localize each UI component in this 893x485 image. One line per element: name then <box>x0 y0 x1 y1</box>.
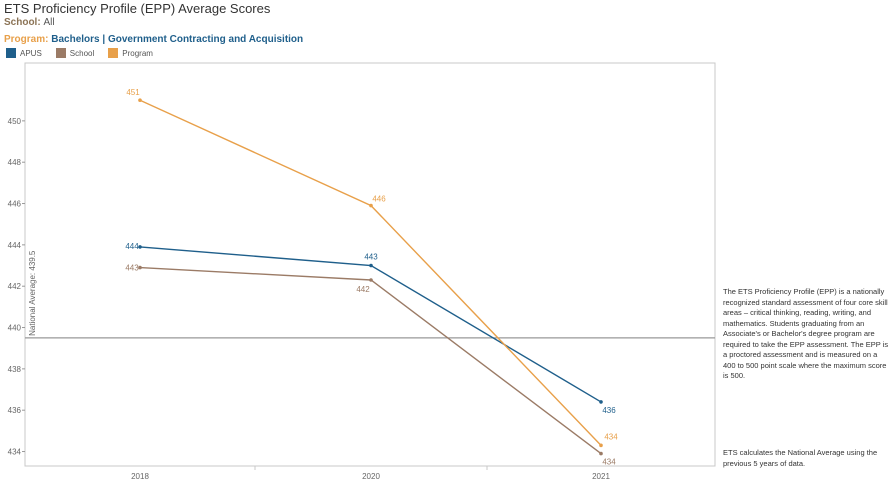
data-label-school: 442 <box>356 285 370 294</box>
y-tick-label: 444 <box>8 241 22 250</box>
data-point-apus <box>369 263 373 268</box>
data-point-school <box>369 278 373 282</box>
data-point-school <box>138 265 142 270</box>
y-tick-label: 440 <box>8 324 22 333</box>
legend-swatch-school <box>55 48 66 58</box>
y-tick-label: 438 <box>8 365 22 374</box>
legend-swatch-apus <box>6 48 16 58</box>
y-tick-label: 436 <box>8 406 22 415</box>
y-tick-label: 434 <box>8 448 22 457</box>
data-label-program: 451 <box>126 88 140 97</box>
legend-label-apus: APUS <box>20 48 42 58</box>
national-average-note: ETS calculates the National Average usin… <box>723 448 878 468</box>
legend-swatch-program <box>108 48 119 58</box>
page-title: ETS Proficiency Profile (EPP) Average Sc… <box>4 1 271 16</box>
program-filter-label: Program: <box>4 34 49 45</box>
data-label-program: 446 <box>372 195 386 204</box>
legend-item-program[interactable]: Program <box>108 48 153 58</box>
school-filter-value: All <box>43 17 55 28</box>
data-point-apus <box>599 400 603 404</box>
y-tick-label: 442 <box>8 282 22 291</box>
series-line-program <box>139 99 602 446</box>
data-label-apus: 443 <box>364 253 378 262</box>
epp-description: The ETS Proficiency Profile (EPP) is a n… <box>723 287 889 380</box>
plot-area-border <box>24 62 716 467</box>
series-line-apus <box>139 246 602 403</box>
chart-series <box>138 98 603 456</box>
legend-item-apus[interactable]: APUS <box>6 48 42 58</box>
data-label-school: 443 <box>125 264 139 273</box>
legend-label-school: School <box>69 48 95 58</box>
data-label-program: 434 <box>604 432 618 441</box>
x-tick-label: 2018 <box>131 472 149 481</box>
data-point-apus <box>138 245 142 249</box>
school-filter[interactable]: School: All <box>4 17 55 28</box>
x-tick-label: 2020 <box>362 472 380 481</box>
data-point-school <box>599 451 603 456</box>
data-point-program <box>369 203 373 208</box>
y-tick-label: 446 <box>8 200 22 209</box>
x-tick-label: 2021 <box>592 472 610 481</box>
national-average-line: National Average: 439.5 <box>25 250 715 339</box>
data-label-school: 434 <box>602 458 616 467</box>
chart-data-labels: 444 443 436 443 442 434 451 446 434 <box>125 88 618 466</box>
school-filter-label: School: <box>4 17 41 28</box>
legend-item-school[interactable]: School <box>55 48 95 58</box>
chart-axes: 434 436 438 440 442 444 446 448 450 2018 2020 2021 <box>8 62 716 481</box>
program-filter[interactable]: Program: Bachelors | Government Contract… <box>4 34 303 45</box>
chart-legend: APUS School Program <box>6 48 167 58</box>
data-label-apus: 444 <box>125 242 139 251</box>
legend-label-program: Program <box>122 48 153 58</box>
data-label-apus: 436 <box>602 406 616 415</box>
data-point-program <box>599 443 603 448</box>
data-point-program <box>138 98 142 102</box>
y-tick-label: 448 <box>8 158 22 167</box>
national-average-label: National Average: 439.5 <box>28 250 37 336</box>
program-filter-value: Bachelors | Government Contracting and A… <box>51 34 304 45</box>
y-tick-label: 450 <box>8 117 22 126</box>
